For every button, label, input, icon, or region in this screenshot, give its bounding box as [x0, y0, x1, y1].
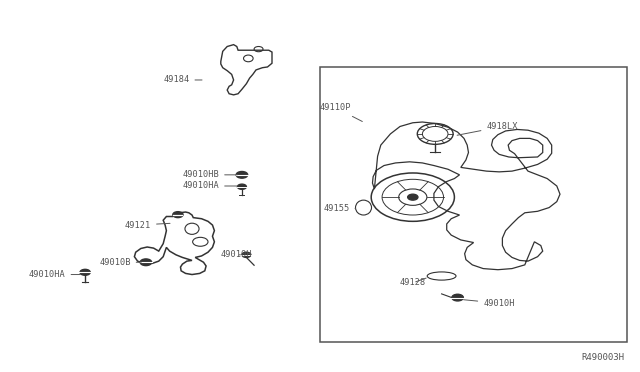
Circle shape [237, 184, 246, 189]
Text: R490003H: R490003H [581, 353, 624, 362]
Text: 49010H: 49010H [463, 299, 515, 308]
Text: 49010H: 49010H [221, 250, 252, 259]
Text: 49010HA: 49010HA [182, 182, 237, 190]
Text: 49010B: 49010B [99, 258, 141, 267]
Circle shape [80, 269, 90, 275]
Circle shape [408, 194, 418, 200]
Text: 49110P: 49110P [320, 103, 362, 122]
Circle shape [452, 294, 463, 301]
Text: 49184: 49184 [163, 76, 202, 84]
Circle shape [173, 212, 183, 218]
Circle shape [140, 259, 152, 266]
Bar [320, 67, 627, 342]
Circle shape [242, 252, 251, 257]
Text: 49010HB: 49010HB [182, 170, 237, 179]
Text: 49010HA: 49010HA [29, 270, 81, 279]
Text: 49128: 49128 [400, 278, 426, 287]
Text: 49155: 49155 [323, 204, 356, 213]
Text: 4918LX: 4918LX [457, 122, 518, 135]
Text: 49121: 49121 [125, 221, 170, 230]
Circle shape [236, 171, 248, 178]
